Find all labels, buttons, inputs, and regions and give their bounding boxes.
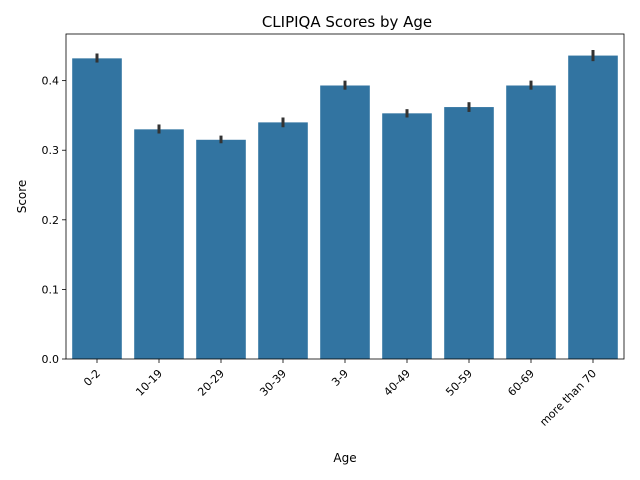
bar-6: [444, 107, 494, 359]
bar-0: [72, 58, 122, 359]
x-tick-label-3: 30-39: [257, 367, 289, 399]
bar-1: [134, 129, 184, 359]
x-tick-label-7: 60-69: [505, 367, 537, 399]
x-tick-label-4: 3-9: [329, 367, 351, 389]
y-tick-label-1: 0.1: [42, 283, 60, 296]
bar-2: [196, 139, 246, 359]
y-tick-label-2: 0.2: [42, 214, 60, 227]
bars-group: [72, 55, 618, 360]
bar-5: [382, 113, 432, 360]
x-tick-label-0: 0-2: [81, 367, 103, 389]
x-tick-label-2: 20-29: [195, 367, 227, 399]
y-tick-label-4: 0.4: [42, 75, 60, 88]
error-bars-group: [95, 50, 595, 144]
x-axis: 0-2 10-19 20-29 30-39 3-9 40-49 50-59 60-69 more…: [81, 359, 599, 429]
y-tick-label-0: 0.0: [42, 353, 60, 366]
bar-7: [506, 85, 556, 359]
y-axis: 0.0 0.1 0.2 0.3 0.4: [42, 75, 66, 366]
bar-8: [568, 55, 618, 359]
x-tick-label-1: 10-19: [133, 367, 165, 399]
chart-title: CLIPIQA Scores by Age: [262, 13, 432, 31]
y-tick-label-3: 0.3: [42, 144, 60, 157]
bar-4: [320, 85, 370, 359]
x-tick-label-5: 40-49: [381, 367, 413, 399]
x-tick-label-6: 50-59: [443, 367, 475, 399]
x-axis-label: Age: [333, 451, 356, 465]
x-tick-label-8: more than 70: [537, 367, 599, 429]
y-axis-label: Score: [15, 180, 29, 214]
bar-3: [258, 122, 308, 359]
